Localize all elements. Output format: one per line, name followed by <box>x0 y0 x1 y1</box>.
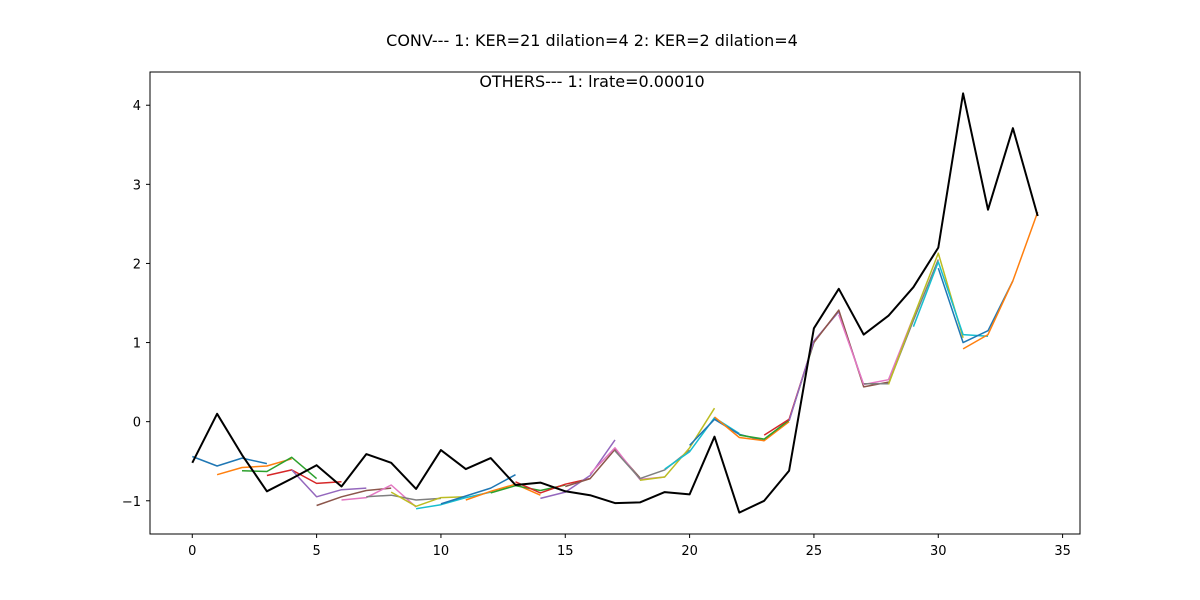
prediction-series-line-32 <box>962 211 1039 350</box>
y-tick-label: 1 <box>133 337 141 352</box>
prediction-series-line-27 <box>838 314 915 386</box>
prediction-series-line-4 <box>266 469 342 485</box>
actual-series-line <box>191 92 1039 514</box>
y-axis: −1 0 1 2 3 4 <box>122 99 150 510</box>
prediction-series-line-18 <box>614 449 691 480</box>
y-tick-label: 3 <box>133 178 141 193</box>
prediction-series-line-5 <box>291 469 367 498</box>
x-tick-label: 25 <box>806 544 823 559</box>
chart-subtitle: OTHERS--- 1: lrate=0.00010 <box>479 72 705 91</box>
prediction-series-line-2 <box>216 458 292 476</box>
prediction-series-line-1 <box>192 455 268 467</box>
x-tick-label: 30 <box>930 544 947 559</box>
prediction-series-line-22 <box>714 416 790 442</box>
prediction-series-line-29 <box>887 252 964 385</box>
prediction-series-line-3 <box>241 456 318 480</box>
x-axis: 0 5 10 15 20 25 30 35 <box>188 534 1071 559</box>
x-tick-label: 5 <box>312 544 320 559</box>
prediction-series-line-6 <box>316 487 392 507</box>
prediction-series-line-19 <box>639 407 716 481</box>
prediction-series-line-15 <box>540 439 616 500</box>
prediction-series-line-24 <box>763 310 840 436</box>
x-tick-label: 35 <box>1054 544 1071 559</box>
x-tick-label: 15 <box>557 544 574 559</box>
prediction-series-line-10 <box>415 491 491 510</box>
prediction-series-line-30 <box>912 261 989 337</box>
x-tick-label: 20 <box>681 544 698 559</box>
y-tick-label: 4 <box>133 99 141 114</box>
series-layer <box>192 211 1039 510</box>
chart-title: CONV--- 1: KER=21 dilation=4 2: KER=2 di… <box>386 31 798 50</box>
x-tick-label: 10 <box>433 544 450 559</box>
prediction-series-line-9 <box>390 491 466 508</box>
prediction-series-line-21 <box>689 418 765 446</box>
prediction-series-line-11 <box>440 474 516 505</box>
actual-series-layer <box>191 92 1039 514</box>
prediction-series-line-14 <box>515 477 591 494</box>
prediction-series-line-12 <box>465 483 541 501</box>
prediction-series-line-31 <box>937 267 1014 344</box>
prediction-series-line-7 <box>341 484 417 508</box>
prediction-series-line-8 <box>366 494 441 501</box>
prediction-series-line-28 <box>863 259 939 385</box>
y-tick-label: 2 <box>133 257 141 272</box>
plot-frame <box>149 71 1081 535</box>
x-tick-label: 0 <box>188 544 196 559</box>
prediction-series-line-20 <box>664 416 740 470</box>
y-tick-label: −1 <box>122 495 141 510</box>
y-tick-label: 0 <box>133 416 141 431</box>
